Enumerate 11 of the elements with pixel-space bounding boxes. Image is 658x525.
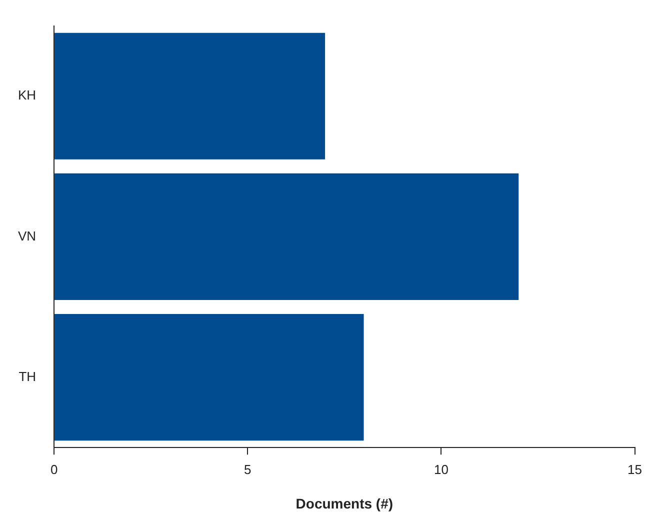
x-tick-label: 0 bbox=[50, 462, 58, 477]
x-tick-label: 15 bbox=[628, 462, 642, 477]
bar bbox=[54, 314, 364, 441]
x-tick-label: 5 bbox=[244, 462, 252, 477]
y-tick-label: VN bbox=[18, 228, 36, 244]
y-tick-label: KH bbox=[18, 88, 36, 103]
bar bbox=[54, 173, 519, 300]
x-axis-title: Documents (#) bbox=[296, 495, 394, 512]
bar bbox=[54, 32, 326, 160]
y-tick-label: TH bbox=[18, 368, 36, 384]
x-tick-label: 10 bbox=[434, 462, 448, 477]
